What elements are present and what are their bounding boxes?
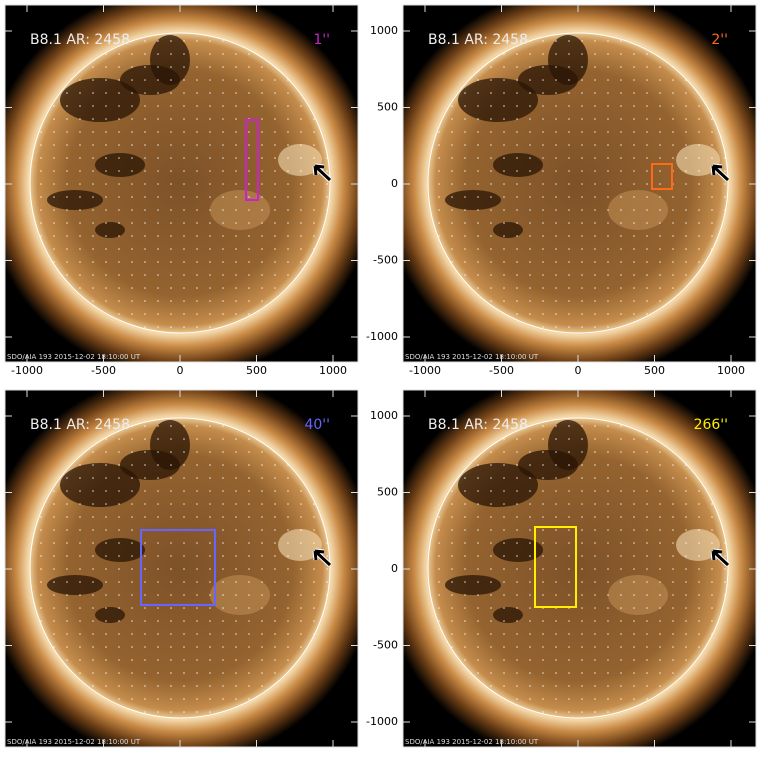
arrow <box>313 549 332 567</box>
sun-image <box>5 390 358 747</box>
y-tick-label: 0 <box>391 562 398 575</box>
y-tick-label: 1000 <box>370 24 398 37</box>
footer-text: SDO/AIA 193 2015-12-02 18:10:00 UT <box>405 353 539 361</box>
panel-label: B8.1 AR: 2458 <box>30 32 130 48</box>
panel-label: B8.1 AR: 2458 <box>428 32 528 48</box>
sun-image <box>403 5 756 362</box>
footer-text: SDO/AIA 193 2015-12-02 18:10:00 UT <box>405 738 539 746</box>
y-tick-label: 500 <box>377 101 398 114</box>
sun-panel: B8.1 AR: 2458 1'' SDO/AIA 193 2015-12-02 1… <box>4 4 359 377</box>
footer-text: SDO/AIA 193 2015-12-02 18:10:00 UT <box>7 353 141 361</box>
limb <box>427 417 729 719</box>
x-tick-label: 1000 <box>717 364 745 377</box>
resolution-tag: 1'' <box>313 32 330 48</box>
y-tick-label: -1000 <box>366 330 398 343</box>
y-tick-label: 0 <box>391 177 398 190</box>
limb <box>29 417 331 719</box>
limb <box>427 32 729 334</box>
y-tick-label: -500 <box>373 639 398 652</box>
x-tick-label: -500 <box>489 364 514 377</box>
sun-panel: B8.1 AR: 2458 40'' SDO/AIA 193 2015-12-02 … <box>4 389 359 748</box>
sun-image <box>403 390 756 747</box>
footer-text: SDO/AIA 193 2015-12-02 18:10:00 UT <box>7 738 141 746</box>
arrow <box>711 549 730 567</box>
sun-panel: B8.1 AR: 2458 266'' SDO/AIA 193 2015-12-02… <box>366 389 757 748</box>
arrow <box>711 164 730 182</box>
x-tick-label: 500 <box>246 364 267 377</box>
sun-image <box>5 5 358 362</box>
heliographic-grid <box>428 33 728 333</box>
resolution-tag: 2'' <box>711 32 728 48</box>
panel-label: B8.1 AR: 2458 <box>428 417 528 433</box>
x-tick-label: 1000 <box>319 364 347 377</box>
region-box <box>245 119 259 201</box>
resolution-tag: 40'' <box>304 417 330 433</box>
panel-label: B8.1 AR: 2458 <box>30 417 130 433</box>
y-tick-label: 1000 <box>370 409 398 422</box>
arrow <box>313 164 332 182</box>
y-tick-label: 500 <box>377 486 398 499</box>
heliographic-grid <box>30 33 330 333</box>
x-tick-label: 0 <box>177 364 184 377</box>
x-tick-label: -500 <box>91 364 116 377</box>
resolution-tag: 266'' <box>694 417 728 433</box>
x-tick-label: 0 <box>575 364 582 377</box>
region-box <box>651 163 673 190</box>
x-tick-label: -1000 <box>11 364 43 377</box>
limb <box>29 32 331 334</box>
x-tick-label: -1000 <box>409 364 441 377</box>
x-tick-label: 500 <box>644 364 665 377</box>
y-tick-label: -500 <box>373 254 398 267</box>
sun-panel: B8.1 AR: 2458 2'' SDO/AIA 193 2015-12-02 1… <box>366 4 757 377</box>
y-tick-label: -1000 <box>366 715 398 728</box>
region-box <box>534 526 577 608</box>
heliographic-grid <box>30 418 330 718</box>
region-box <box>140 529 216 606</box>
heliographic-grid <box>428 418 728 718</box>
